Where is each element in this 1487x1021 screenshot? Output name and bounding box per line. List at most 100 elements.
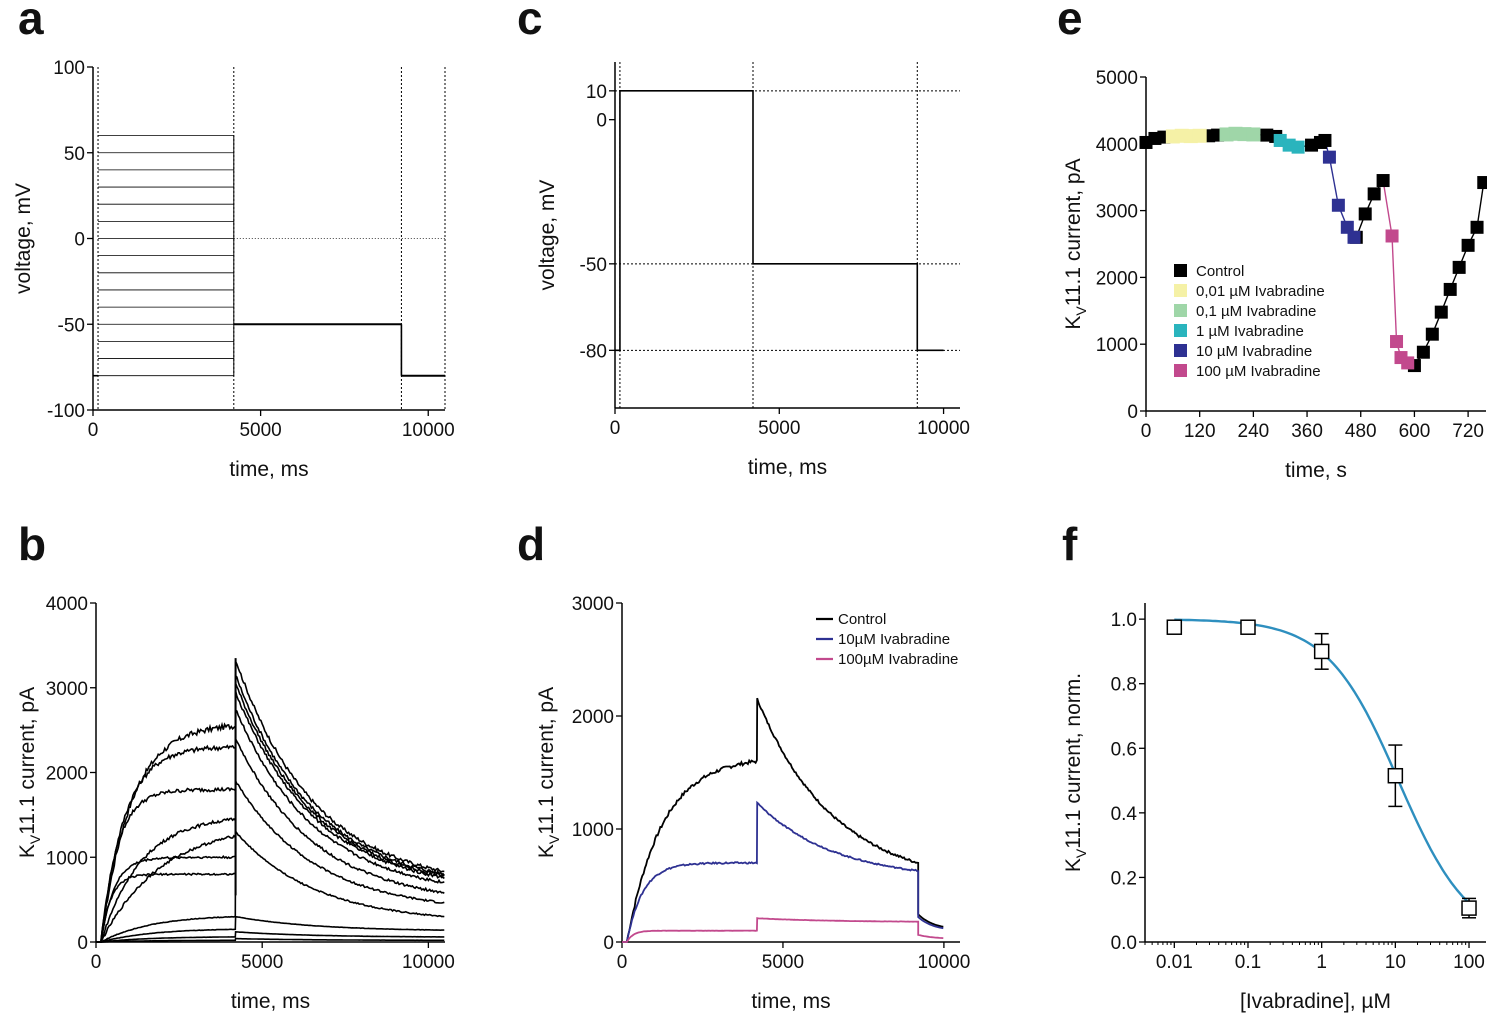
connector-line xyxy=(1328,157,1340,206)
y-tick-label: 0.2 xyxy=(1111,868,1137,889)
y-tick-label: 10 xyxy=(586,82,607,103)
current-trace xyxy=(96,738,445,943)
legend-marker xyxy=(1174,364,1187,377)
y-tick-label: 1000 xyxy=(46,848,88,869)
data-point xyxy=(1434,305,1448,319)
x-tick-label: 100 xyxy=(1453,952,1485,973)
connector-line xyxy=(1382,180,1393,237)
x-tick-label: 0 xyxy=(88,420,99,441)
chart-c: 0 5000 10000 10 0 -50 -80 time, ms voltage, mV xyxy=(536,62,970,479)
current-trace xyxy=(96,828,445,943)
y-tick-label: 2000 xyxy=(46,764,88,785)
data-point xyxy=(1313,643,1330,660)
y-tick-label: 3000 xyxy=(46,679,88,700)
legend-label: 0,01 µM Ivabradine xyxy=(1196,283,1325,300)
legend-label: 100µM Ivabradine xyxy=(838,651,958,668)
y-tick-label: 100 xyxy=(53,58,85,79)
legend-marker xyxy=(1174,304,1187,317)
x-tick-label: 480 xyxy=(1345,421,1377,442)
y-tick-label: 2000 xyxy=(1096,268,1138,289)
legend: Control 0,01 µM Ivabradine 0,1 µM Ivabradi… xyxy=(1174,263,1325,380)
current-trace xyxy=(96,661,445,943)
data-point xyxy=(1390,335,1404,349)
x-tick-label: 5000 xyxy=(239,420,281,441)
y-tick-label: 5000 xyxy=(1096,68,1138,89)
current-trace xyxy=(622,800,944,943)
connector-line xyxy=(1476,182,1485,228)
data-point xyxy=(1443,282,1457,296)
y-tick-label: 0 xyxy=(596,111,607,132)
y-tick-label: 4000 xyxy=(46,594,88,615)
data-point xyxy=(1461,900,1477,916)
y-axis-label: KV11.1 current, pA xyxy=(535,687,562,858)
x-tick-label: 360 xyxy=(1291,421,1323,442)
legend-label: 1 µM Ivabradine xyxy=(1196,323,1304,340)
y-axis-label: KV11.1 current, pA xyxy=(1062,158,1089,329)
x-axis-label: time, ms xyxy=(231,990,310,1013)
data-point xyxy=(1192,128,1207,143)
panel-label-c: c xyxy=(517,0,543,44)
legend-marker xyxy=(1174,324,1187,337)
panel-label-d: d xyxy=(517,518,545,570)
legend-label: Control xyxy=(1196,263,1244,280)
legend-marker xyxy=(1174,284,1187,297)
data-point xyxy=(1340,220,1354,234)
y-tick-label: 0.0 xyxy=(1111,933,1137,954)
x-tick-label: 0.01 xyxy=(1156,952,1193,973)
y-tick-label: -50 xyxy=(58,315,85,336)
x-axis-label: time, ms xyxy=(748,456,827,479)
x-axis-label: time, ms xyxy=(751,990,830,1013)
current-trace xyxy=(96,937,445,943)
y-tick-label: -100 xyxy=(47,401,85,422)
data-point xyxy=(1385,229,1399,243)
current-trace xyxy=(622,697,944,943)
x-tick-label: 5000 xyxy=(762,952,804,973)
data-point xyxy=(1291,140,1305,154)
x-tick-label: 600 xyxy=(1399,421,1431,442)
x-tick-label: 10000 xyxy=(917,952,970,973)
data-point xyxy=(1246,127,1261,142)
y-tick-label: 0 xyxy=(603,933,614,954)
y-axis-label: KV11.1 current, norm. xyxy=(1062,673,1089,872)
data-point xyxy=(1477,176,1487,190)
y-tick-label: 0.6 xyxy=(1111,739,1137,760)
y-tick-label: -50 xyxy=(580,255,607,276)
y-tick-label: 3000 xyxy=(1096,202,1138,223)
data-point xyxy=(1240,619,1256,635)
data-point xyxy=(1166,619,1183,635)
x-tick-label: 240 xyxy=(1238,421,1270,442)
y-tick-label: 1.0 xyxy=(1111,610,1137,631)
data-point xyxy=(1425,327,1439,341)
data-point xyxy=(1401,356,1415,370)
legend-label: Control xyxy=(838,611,886,628)
data-point xyxy=(1416,345,1430,359)
data-point xyxy=(1331,198,1345,212)
current-trace xyxy=(96,673,445,943)
x-tick-label: 10000 xyxy=(402,420,455,441)
y-tick-label: -80 xyxy=(580,341,607,362)
y-tick-label: 50 xyxy=(64,144,85,165)
x-tick-label: 120 xyxy=(1184,421,1216,442)
x-tick-label: 720 xyxy=(1452,421,1484,442)
x-tick-label: 10 xyxy=(1385,952,1406,973)
data-point xyxy=(1318,133,1332,147)
legend-label: 10 µM Ivabradine xyxy=(1196,343,1312,360)
x-tick-label: 5000 xyxy=(758,418,800,439)
current-trace xyxy=(96,915,445,943)
panel-label-b: b xyxy=(18,518,46,570)
x-axis-label: time, ms xyxy=(229,458,308,481)
legend-label: 100 µM Ivabradine xyxy=(1196,363,1321,380)
data-point xyxy=(1452,260,1466,274)
y-axis-label: voltage, mV xyxy=(536,180,559,291)
x-tick-label: 0 xyxy=(91,952,102,973)
legend-label: 0,1 µM Ivabradine xyxy=(1196,303,1316,320)
data-point xyxy=(1322,150,1336,164)
current-trace xyxy=(96,780,445,943)
current-trace xyxy=(96,683,445,943)
y-tick-label: 3000 xyxy=(572,594,614,615)
data-point xyxy=(1470,220,1484,234)
